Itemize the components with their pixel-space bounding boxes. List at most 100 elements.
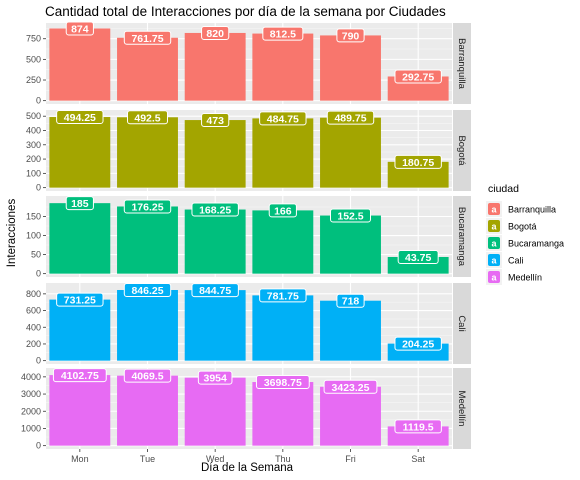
facet-strip-label: Cali [456, 315, 467, 331]
data-label-bogotá-mon: 494.25 [56, 110, 104, 125]
data-label-bucaramanga-mon: 185 [65, 196, 94, 211]
data-label-medellín-sat: 1119.5 [394, 419, 442, 434]
x-tick-label-wed: Wed [206, 454, 224, 464]
data-label-box [394, 336, 442, 351]
facet-strip [453, 196, 471, 277]
data-label-text: 1119.5 [403, 421, 434, 433]
data-label-text: 489.75 [334, 113, 366, 125]
data-label-barranquilla-fri: 790 [336, 28, 365, 43]
facet-panel-2: 0 50 100 150 185 176.25 168.25 166 152.5 43.75 Buc… [26, 196, 471, 279]
data-label-box [123, 30, 172, 45]
data-label-text: 152.5 [337, 211, 363, 223]
bar-bucaramanga-thu [252, 210, 314, 274]
data-label-text: 812.5 [270, 29, 296, 41]
legend-key-glyph: a [491, 256, 497, 266]
facet-strip-label: Medellín [456, 391, 467, 427]
facet-strip [453, 23, 471, 104]
y-tick-label: 0 [36, 269, 41, 279]
data-label-bogotá-tue: 492.5 [127, 110, 168, 125]
y-tick-label: 200 [26, 339, 41, 349]
y-tick-label: 100 [26, 168, 41, 178]
data-label-text: 781.75 [267, 290, 299, 302]
data-label-box [191, 283, 239, 298]
legend-label: Bogotá [508, 222, 537, 232]
data-label-text: 731.25 [64, 295, 96, 307]
x-tick-label-sat: Sat [411, 454, 425, 464]
y-tick-label: 0 [36, 96, 41, 106]
data-label-bucaramanga-fri: 152.5 [330, 208, 371, 223]
legend-label: Cali [508, 256, 524, 266]
legend-key-swatch [488, 203, 500, 215]
bar-medellín-mon [49, 375, 111, 446]
bar-bucaramanga-wed [184, 209, 246, 274]
bar-medellín-thu [252, 382, 314, 446]
data-label-box [394, 69, 442, 84]
bar-medellín-tue [117, 375, 178, 446]
legend: a Barranquilla a Bogotá a Bucaramanga a Cali a Me… [486, 201, 564, 285]
legend-key-glyph: a [491, 239, 497, 249]
bar-bogotá-thu [252, 118, 314, 188]
facet-strip [453, 283, 471, 364]
data-label-box [127, 110, 168, 125]
legend-label: Barranquilla [508, 205, 556, 215]
data-label-barranquilla-sat: 292.75 [394, 69, 442, 84]
bar-cali-fri [320, 300, 381, 361]
data-label-bogotá-sat: 180.75 [394, 154, 442, 169]
data-label-text: 292.75 [402, 71, 434, 83]
legend-item-barranquilla: a Barranquilla [486, 201, 556, 217]
data-label-box [197, 370, 233, 385]
data-label-bucaramanga-sat: 43.75 [397, 249, 439, 264]
y-tick-label: 200 [26, 154, 41, 164]
facet-strip [453, 368, 471, 449]
bar-barranquilla-fri [320, 35, 381, 101]
data-label-box [268, 203, 297, 218]
data-label-box [330, 208, 371, 223]
legend-key-swatch [488, 220, 500, 232]
data-label-box [56, 292, 104, 307]
bar-barranquilla-thu [252, 33, 314, 101]
x-tick-label-tue: Tue [140, 454, 155, 464]
bar-bucaramanga-tue [117, 206, 178, 274]
bar-bogotá-fri [320, 117, 381, 188]
data-label-box [123, 368, 172, 383]
data-label-text: 3698.75 [264, 377, 302, 389]
data-label-text: 3954 [203, 373, 227, 385]
y-tick-label: 800 [26, 289, 41, 299]
bar-bogotá-tue [117, 117, 178, 188]
data-label-text: 718 [342, 296, 360, 308]
data-label-text: 790 [342, 30, 360, 42]
data-label-medellín-tue: 4069.5 [123, 368, 172, 383]
panel-background [46, 283, 452, 364]
data-label-text: 166 [274, 205, 292, 217]
x-axis: Mon Tue Wed Thu Fri Sat [71, 449, 425, 464]
facet-panel-0: 0 250 500 750 874 761.75 820 812.5 790 292.75 Barr… [26, 21, 471, 106]
bar-bogotá-mon [49, 117, 111, 188]
y-tick-label: 500 [26, 111, 41, 121]
data-label-text: 180.75 [402, 157, 434, 169]
data-label-box [336, 293, 365, 308]
data-label-medellín-mon: 4102.75 [52, 368, 107, 383]
data-label-text: 43.75 [405, 252, 431, 264]
y-tick-label: 0 [36, 183, 41, 193]
bar-cali-tue [117, 289, 178, 361]
data-label-box [394, 419, 442, 434]
data-label-box [326, 110, 375, 125]
facet-strip-label: Bogotá [456, 135, 467, 166]
data-label-text: 846.25 [131, 285, 163, 297]
x-tick-label-mon: Mon [71, 454, 89, 464]
data-label-text: 204.25 [402, 339, 434, 351]
bar-barranquilla-mon [49, 28, 111, 101]
data-label-text: 4069.5 [131, 371, 163, 383]
y-tick-label: 2000 [21, 406, 41, 416]
data-label-text: 492.5 [134, 112, 160, 124]
data-label-box [394, 154, 442, 169]
data-label-medellín-wed: 3954 [197, 370, 233, 385]
bar-bogotá-wed [184, 120, 246, 188]
data-label-bogotá-thu: 484.75 [259, 111, 307, 126]
data-label-text: 185 [71, 198, 89, 210]
data-label-text: 176.25 [131, 201, 163, 213]
y-tick-label: 50 [31, 250, 41, 260]
legend-key-glyph: a [491, 205, 497, 215]
